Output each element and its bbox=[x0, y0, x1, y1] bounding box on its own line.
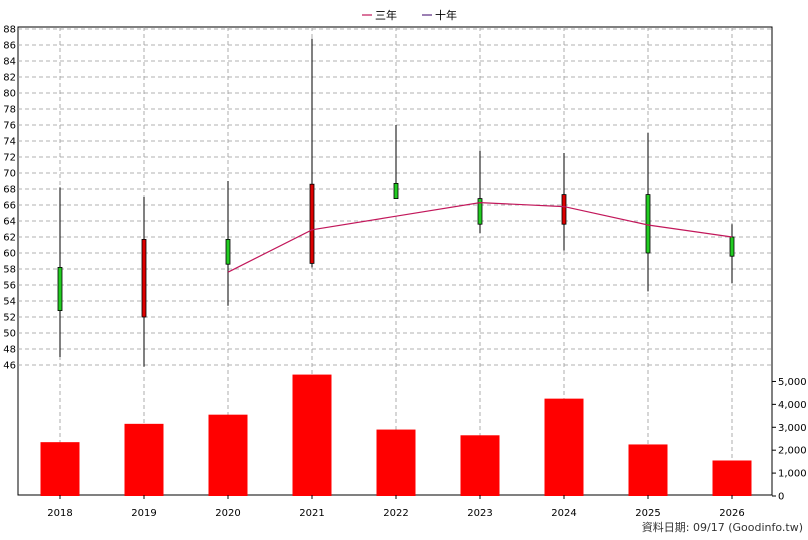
price-tick-label: 74 bbox=[3, 137, 16, 148]
price-tick-label: 48 bbox=[3, 345, 16, 356]
price-tick-label: 78 bbox=[3, 105, 16, 116]
price-tick-label: 52 bbox=[3, 313, 16, 324]
candle-body-2022 bbox=[393, 182, 399, 199]
x-tick-label-2019: 2019 bbox=[131, 508, 156, 519]
volume-bar-2022 bbox=[376, 429, 416, 496]
volume-tick-label: 5,000 bbox=[778, 377, 807, 388]
candle-body-2024 bbox=[561, 194, 567, 225]
source-note: 資料日期: 09/17 (Goodinfo.tw) bbox=[642, 520, 803, 534]
legend-label-1: 十年 bbox=[435, 8, 457, 22]
candle-body-2023 bbox=[477, 198, 483, 225]
volume-panel: 0 1,000 2,000 3,000 4,000 5,000 bbox=[40, 374, 807, 503]
x-tick-label-2026: 2026 bbox=[719, 508, 744, 519]
price-panel: 46 48 50 52 54 56 58 60 62 64 66 68 70 72 74 76 78 80 82 84… bbox=[3, 25, 773, 496]
price-tick-label: 66 bbox=[3, 201, 16, 212]
legend-label-0: 三年 bbox=[375, 8, 397, 22]
price-tick-label: 70 bbox=[3, 169, 16, 180]
price-tick-label: 86 bbox=[3, 41, 16, 52]
candle-body-2019 bbox=[141, 238, 147, 318]
price-tick-label: 80 bbox=[3, 89, 16, 100]
x-axis: 2018 2019 2020 2021 2022 2023 2024 2025 2026 bbox=[47, 495, 745, 519]
volume-bar-2025 bbox=[628, 444, 668, 496]
x-tick-label-2020: 2020 bbox=[215, 508, 240, 519]
volume-bar-2021 bbox=[292, 374, 332, 496]
x-tick-label-2025: 2025 bbox=[635, 508, 660, 519]
price-tick-label: 82 bbox=[3, 73, 16, 84]
price-tick-label: 88 bbox=[3, 25, 16, 36]
volume-bar-2020 bbox=[208, 414, 248, 496]
x-tick-label-2018: 2018 bbox=[47, 508, 72, 519]
price-tick-label: 60 bbox=[3, 249, 16, 260]
volume-tick-label: 2,000 bbox=[778, 446, 807, 457]
x-tick-label-2024: 2024 bbox=[551, 508, 576, 519]
legend: 三年 十年 bbox=[362, 8, 457, 22]
volume-bar-2023 bbox=[460, 435, 500, 496]
volume-tick-label: 1,000 bbox=[778, 469, 807, 480]
price-tick-label: 76 bbox=[3, 121, 16, 132]
candle-body-2025 bbox=[645, 194, 651, 254]
price-tick-label: 50 bbox=[3, 329, 16, 340]
price-tick-label: 58 bbox=[3, 265, 16, 276]
price-tick-label: 68 bbox=[3, 185, 16, 196]
price-tick-label: 62 bbox=[3, 233, 16, 244]
x-tick-label-2022: 2022 bbox=[383, 508, 408, 519]
volume-tick-label: 0 bbox=[778, 492, 784, 503]
volume-tick-label: 3,000 bbox=[778, 423, 807, 434]
price-tick-label: 46 bbox=[3, 361, 16, 372]
candle-body-2018 bbox=[57, 266, 63, 311]
price-tick-label: 84 bbox=[3, 57, 16, 68]
volume-tick-label: 4,000 bbox=[778, 400, 807, 411]
series-line-三年 bbox=[227, 201, 733, 273]
x-tick-label-2023: 2023 bbox=[467, 508, 492, 519]
price-tick-label: 72 bbox=[3, 153, 16, 164]
candle-body-2020 bbox=[225, 238, 231, 265]
price-tick-label: 64 bbox=[3, 217, 16, 228]
volume-bar-2026 bbox=[712, 460, 752, 496]
price-tick-label: 54 bbox=[3, 297, 16, 308]
volume-bar-2019 bbox=[124, 423, 164, 496]
x-tick-label-2021: 2021 bbox=[299, 508, 324, 519]
volume-bar-2018 bbox=[40, 442, 80, 496]
candle-body-2021 bbox=[309, 183, 315, 264]
volume-bar-2024 bbox=[544, 398, 584, 496]
price-tick-label: 56 bbox=[3, 281, 16, 292]
candle-body-2026 bbox=[729, 236, 735, 257]
